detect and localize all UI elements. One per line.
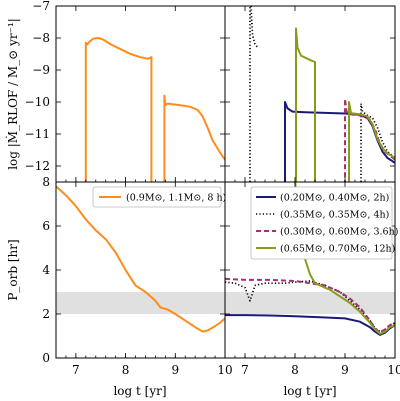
legend-box-bottom-left — [92, 186, 222, 208]
panel-frame-top-right — [224, 5, 396, 183]
panel-frame-bottom-left — [55, 181, 226, 359]
legend-label-bottom-right-1: (0.35M⊙, 0.35M⊙, 4h) — [280, 210, 389, 221]
y-tick-label-top-left--12: −12 — [25, 159, 50, 173]
legend-label-bottom-left-0: (0.9M⊙, 1.1M⊙, 8 h) — [126, 193, 226, 204]
tick-labels: −12 −11 −10 −9 −8 −7 0 2 4 6 8 7 8 9 10 7 8 9 10 — [25, 0, 400, 377]
panel-frame-top-left — [55, 5, 226, 183]
y-tick-label-bottom-left-0: 0 — [42, 351, 50, 365]
series-line-top-right-3-0 — [295, 27, 316, 182]
y-tick-label-bottom-left-4: 4 — [42, 263, 50, 277]
series-line-bottom-left-0-0 — [56, 185, 225, 333]
x-tick-label-bottom-right-10: 10 — [387, 363, 400, 377]
legend-box-bottom-right — [250, 186, 393, 260]
bottom-y-axis-label: P_orb [hr] — [6, 239, 20, 300]
axis-ticks — [55, 5, 396, 359]
series-line-top-left-0-1 — [163, 94, 225, 182]
legend-bottom-left: (0.9M⊙, 1.1M⊙, 8 h) — [92, 186, 226, 208]
x-tick-label-bottom-right-7: 7 — [241, 363, 249, 377]
series-line-top-right-3-1 — [348, 101, 395, 182]
y-tick-label-top-left--10: −10 — [25, 95, 50, 109]
period-gap-band-group — [56, 292, 395, 314]
y-tick-label-top-left--9: −9 — [32, 63, 50, 77]
x-tick-label-bottom-right-9: 9 — [341, 363, 349, 377]
top-y-axis-label: log |Ṁ_RLOF / M_⊙ yr⁻¹| — [5, 18, 20, 170]
series-line-top-right-1-1 — [250, 6, 259, 49]
x-axis-label-right: log t [yr] — [283, 384, 336, 398]
x-tick-label-bottom-left-7: 7 — [72, 363, 80, 377]
x-axis-label-left: log t [yr] — [113, 384, 166, 398]
series-line-top-right-1-2 — [360, 102, 395, 182]
series-line-top-left-0-0 — [84, 37, 153, 182]
series-line-bottom-right-1-0 — [225, 280, 395, 333]
y-tick-label-top-left--7: −7 — [32, 0, 50, 13]
x-tick-label-bottom-left-8: 8 — [122, 363, 130, 377]
series-group-bottom-left — [56, 185, 225, 333]
legend-label-bottom-right-0: (0.20M⊙, 0.40M⊙, 2h) — [280, 193, 389, 204]
legend-bottom-right: (0.20M⊙, 0.40M⊙, 2h) (0.35M⊙, 0.35M⊙, 4h… — [250, 186, 398, 260]
x-tick-label-bottom-left-9: 9 — [171, 363, 179, 377]
series-group-top-left — [84, 37, 225, 182]
x-tick-label-bottom-right-8: 8 — [291, 363, 299, 377]
legend-label-bottom-right-3: (0.65M⊙, 0.70M⊙, 12h) — [280, 244, 395, 255]
legend-label-bottom-right-2: (0.30M⊙, 0.60M⊙, 3.6h) — [280, 227, 398, 238]
series-line-top-right-2-0 — [344, 97, 395, 182]
series-line-top-right-0-0 — [284, 101, 395, 182]
x-tick-label-bottom-left-10: 10 — [217, 363, 232, 377]
y-tick-label-top-left--11: −11 — [25, 127, 50, 141]
series-line-bottom-right-0-0 — [225, 314, 395, 336]
period-gap-band-bottom-left — [56, 292, 225, 314]
period-gap-band-bottom-right — [225, 292, 395, 314]
series-group-top-right — [249, 6, 395, 182]
y-tick-label-bottom-left-2: 2 — [42, 307, 50, 321]
y-tick-label-top-left--8: −8 — [32, 31, 50, 45]
series-line-bottom-right-2-0 — [225, 277, 395, 334]
y-tick-label-bottom-left-8: 8 — [42, 175, 50, 189]
y-tick-label-bottom-left-6: 6 — [42, 219, 50, 233]
